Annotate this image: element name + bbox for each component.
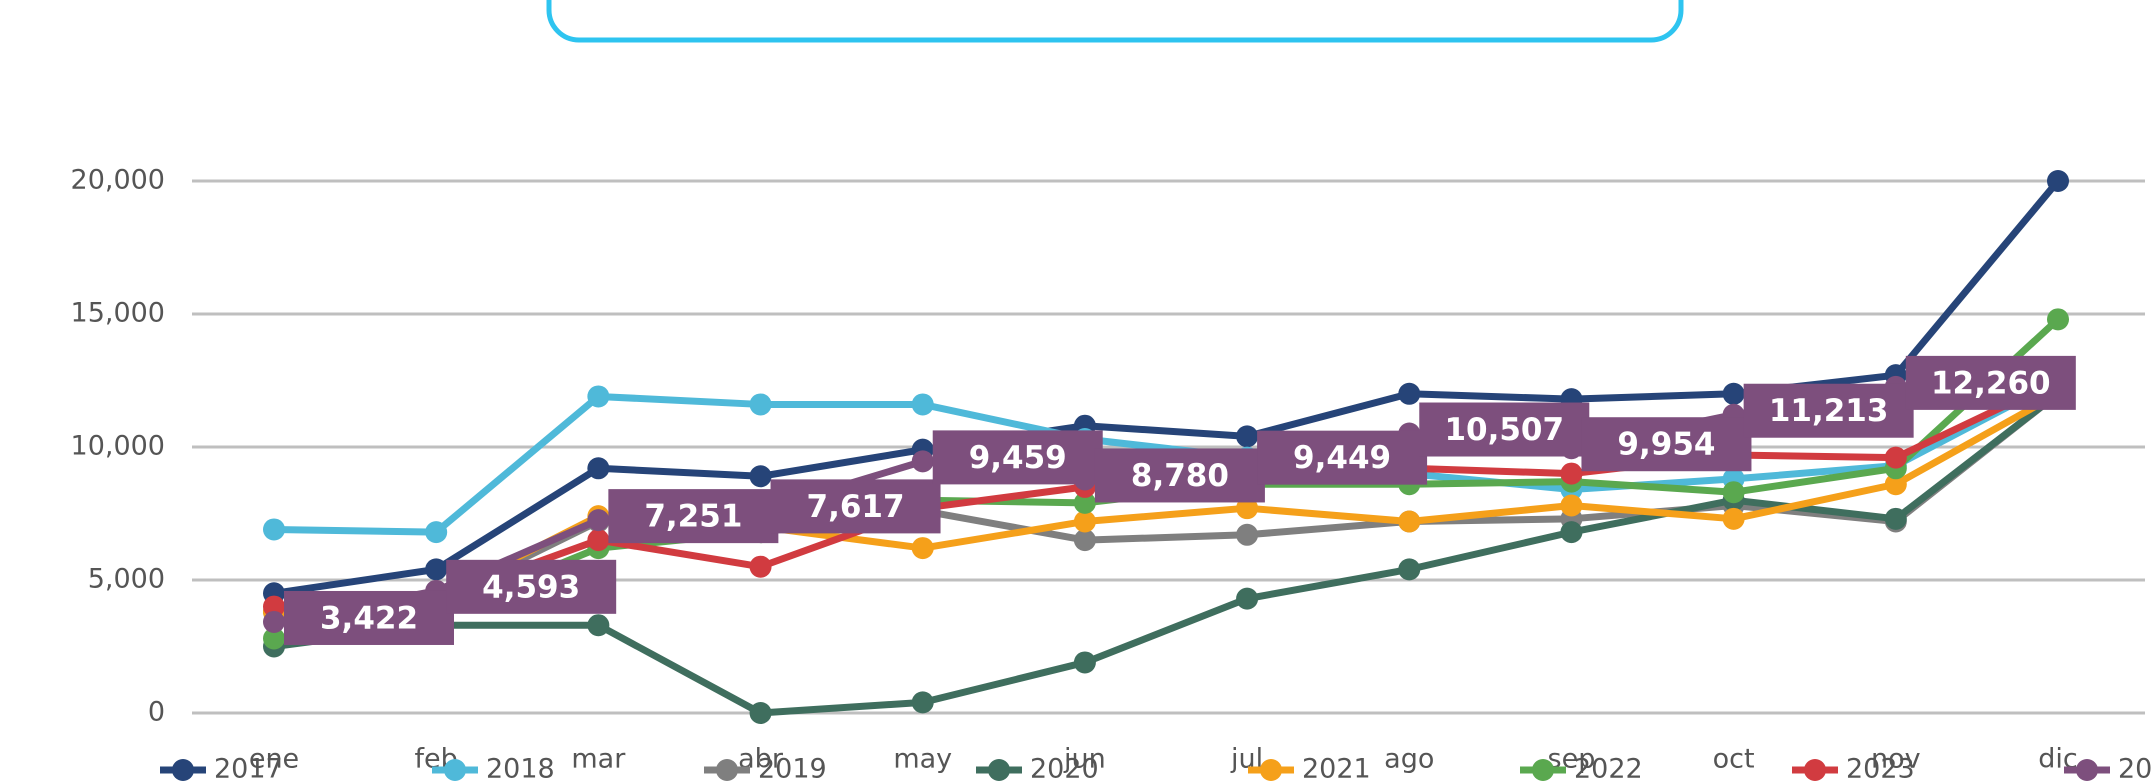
point — [1073, 491, 1096, 514]
data-label: 7,251 — [644, 499, 742, 535]
legend-marker — [988, 759, 1010, 781]
point — [749, 702, 772, 724]
point — [749, 393, 772, 416]
point — [1236, 497, 1259, 520]
point — [263, 627, 285, 650]
data-label: 12,260 — [1931, 365, 2051, 401]
point — [749, 555, 772, 578]
point — [263, 610, 285, 633]
legend-label: 2024 — [2118, 754, 2151, 784]
label-box — [1419, 402, 1590, 457]
x-tick-label: ago — [1384, 744, 1434, 775]
point — [1236, 587, 1259, 610]
point — [911, 537, 934, 560]
point — [1073, 529, 1096, 552]
point — [911, 691, 934, 714]
data-label: 8,780 — [1131, 458, 1229, 494]
legend-marker — [1260, 759, 1282, 781]
point — [1236, 523, 1259, 546]
point — [911, 450, 934, 473]
x-tick-label: ene — [249, 744, 299, 775]
x-tick-label: jun — [1063, 744, 1106, 775]
legend-label: 2020 — [1030, 754, 1099, 784]
series-line — [273, 377, 2060, 536]
point — [1560, 521, 1583, 544]
legend-marker — [444, 759, 466, 781]
point — [263, 595, 285, 618]
data-label: 11,213 — [1769, 393, 1889, 429]
point — [1722, 481, 1745, 504]
point — [587, 529, 610, 552]
legend-label: 2023 — [1846, 754, 1915, 784]
point — [2047, 308, 2069, 331]
point — [587, 457, 610, 480]
point — [587, 614, 610, 637]
label-box — [608, 489, 779, 544]
point — [1722, 382, 1745, 405]
data-label: 9,459 — [969, 440, 1067, 476]
legend-label: 2019 — [758, 754, 827, 784]
point — [1073, 510, 1096, 533]
point — [1560, 462, 1583, 485]
legend-marker — [1532, 759, 1554, 781]
point — [1073, 651, 1096, 674]
legend-label: 2022 — [1574, 754, 1643, 784]
legend-label: 2018 — [486, 754, 555, 784]
label-box — [1581, 417, 1752, 472]
label-box — [1743, 383, 1914, 438]
legend-marker — [1804, 759, 1826, 781]
legend-label: 2021 — [1302, 754, 1371, 784]
point — [587, 385, 610, 408]
x-tick-label: mar — [571, 744, 626, 775]
point — [263, 518, 285, 541]
label-box — [446, 559, 617, 614]
point — [1398, 382, 1421, 405]
y-tick-label: 20,000 — [71, 165, 165, 196]
y-tick-label: 15,000 — [71, 298, 165, 329]
point — [1398, 510, 1421, 533]
point — [1884, 446, 1907, 469]
legend-label: 2017 — [214, 754, 283, 784]
data-label: 4,593 — [482, 569, 580, 605]
point — [1884, 473, 1907, 496]
point — [1236, 425, 1259, 448]
point — [425, 558, 448, 581]
legend-marker — [716, 759, 738, 781]
label-box — [1905, 355, 2076, 410]
label-box — [770, 479, 941, 534]
point — [2047, 170, 2069, 192]
x-tick-label: may — [893, 744, 952, 775]
x-tick-label: nov — [1871, 744, 1921, 775]
legend-marker — [172, 759, 194, 781]
point — [1884, 507, 1907, 530]
label-box — [284, 590, 454, 645]
title-frame — [546, 0, 1684, 43]
label-box — [1094, 448, 1265, 503]
label-box — [1257, 430, 1428, 485]
y-tick-label: 5,000 — [88, 564, 165, 595]
point — [1560, 494, 1583, 517]
y-tick-label: 0 — [148, 697, 165, 728]
point — [587, 509, 610, 532]
point — [425, 521, 448, 544]
point — [911, 393, 934, 416]
series-line — [273, 391, 2061, 717]
point — [749, 465, 772, 488]
x-tick-label: oct — [1713, 744, 1755, 775]
data-label: 7,617 — [807, 489, 905, 525]
point — [1398, 558, 1421, 581]
label-box — [932, 430, 1103, 485]
legend-marker — [2076, 759, 2098, 781]
y-tick-label: 10,000 — [71, 431, 165, 462]
data-label: 10,507 — [1444, 412, 1564, 448]
data-label: 9,449 — [1293, 440, 1391, 476]
data-label: 3,422 — [320, 600, 418, 636]
point — [1722, 507, 1745, 530]
data-label: 9,954 — [1617, 427, 1715, 463]
